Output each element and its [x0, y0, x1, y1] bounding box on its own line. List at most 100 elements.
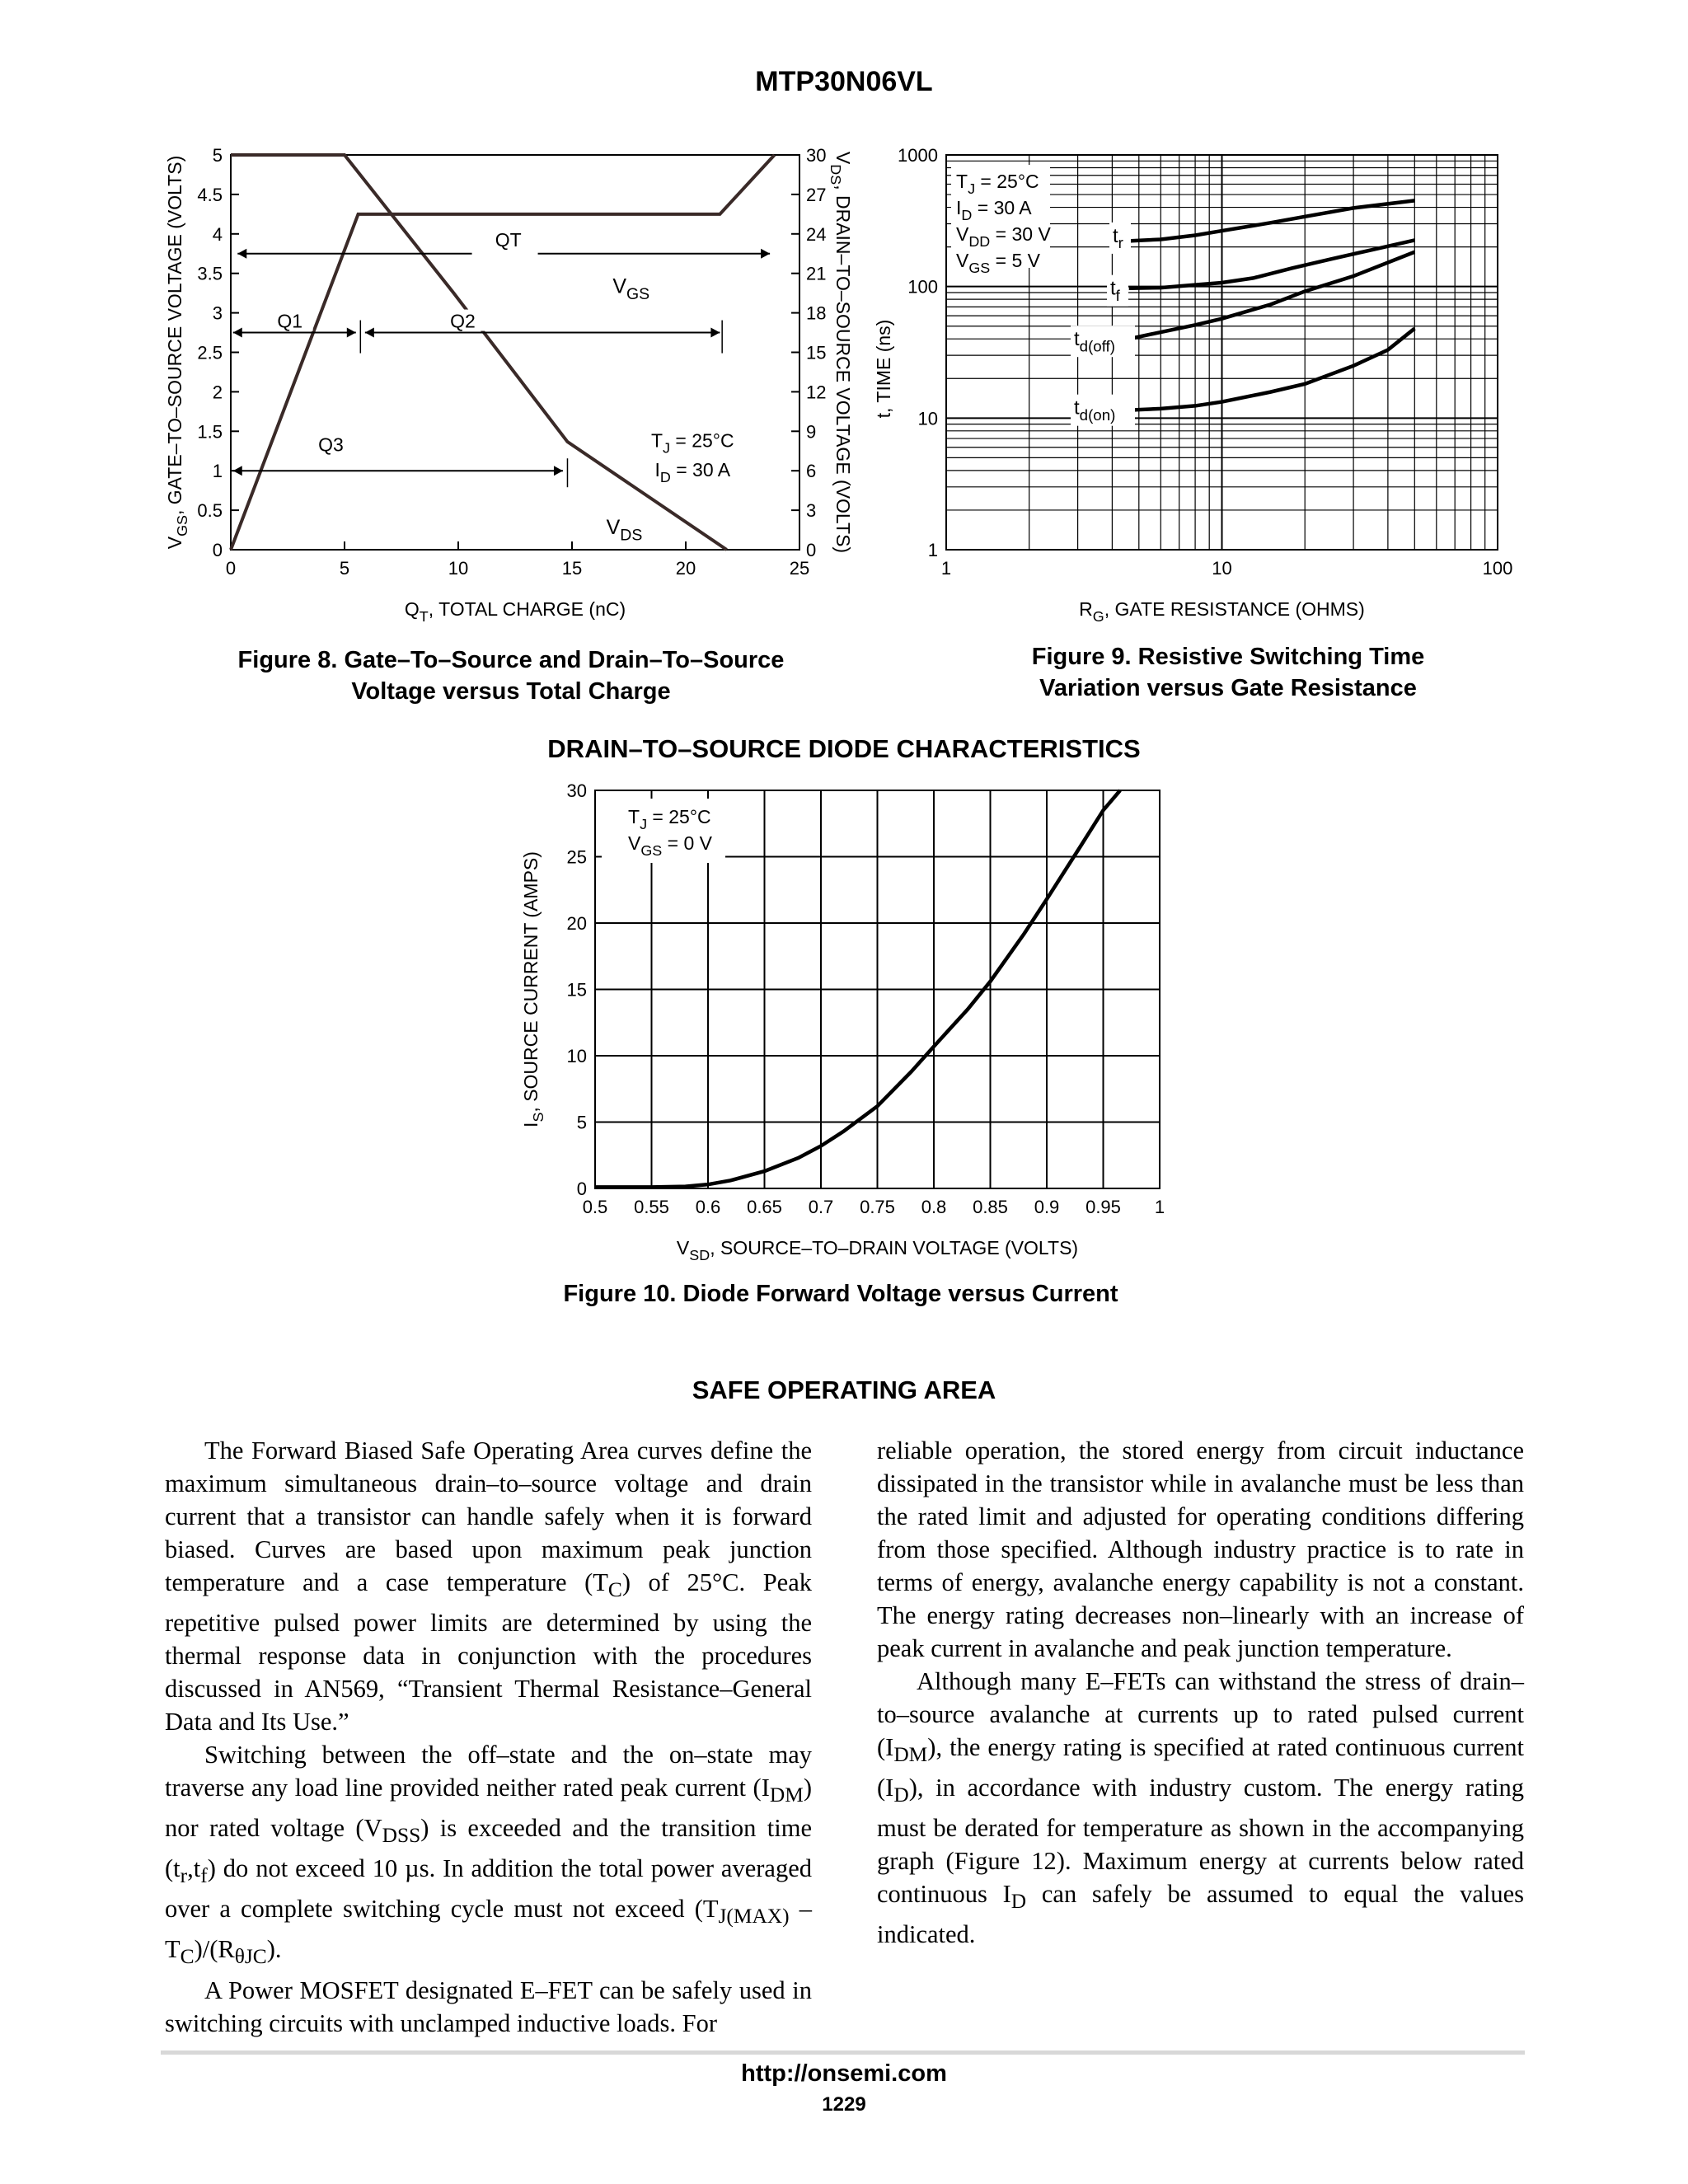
fig8-y-tick-label: 4.5: [197, 185, 223, 205]
fig8-y2-tick-label: 15: [806, 343, 826, 363]
fig8-qt-arrow-right: [761, 248, 771, 259]
fig8-qt-label-bg: [471, 238, 538, 265]
fig8-y2-tick-label: 27: [806, 185, 826, 205]
fig9-condition-vgs: VGS = 5 V: [956, 250, 1041, 276]
fig9-condition-id: ID = 30 A: [956, 197, 1032, 223]
fig10-x-tick-label: 0.65: [747, 1197, 782, 1217]
fig10-y-tick-label: 15: [567, 980, 587, 1001]
fig8-x-tick-label: 25: [790, 558, 809, 579]
fig8-y2-tick-label: 18: [806, 303, 826, 324]
fig9-condition-vdd: VDD = 30 V: [956, 223, 1051, 250]
soa-left-paragraph-2: Switching between the off–state and the …: [165, 1741, 813, 1969]
soa-right-column: reliable operation, the stored energy fr…: [877, 1434, 1524, 1951]
fig8-y-tick-label: 1: [213, 461, 223, 481]
fig8-y2-tick-label: 30: [806, 145, 826, 166]
fig10-plot-frame: [594, 790, 1160, 1189]
fig8-condition-id: ID = 30 A: [654, 459, 730, 485]
fig10-x-tick-label: 0.75: [860, 1197, 895, 1217]
fig8-q1-label: Q1: [277, 311, 302, 332]
fig8-y-tick-label: 0.5: [197, 500, 223, 521]
fig10-y-tick-label: 25: [567, 847, 587, 868]
figure-9-caption: Figure 9. Resistive Switching Time Varia…: [948, 641, 1508, 704]
figure-8-caption: Figure 8. Gate–To–Source and Drain–To–So…: [190, 644, 832, 707]
fig8-y2-tick-label: 3: [806, 500, 816, 521]
fig10-x-tick-label: 0.9: [1034, 1197, 1060, 1217]
fig9-x-tick-label: 100: [1483, 558, 1513, 579]
figure-10: 0.5 0.55 0.6 0.65 0.7 0.75 0.8 0.85 0.9 0.95 1 0 5 10…: [520, 780, 1165, 1263]
fig8-y2-tick-label: 12: [806, 382, 826, 402]
fig9-x-tick-label: 1: [941, 558, 951, 579]
fig8-vds-label: VDS: [607, 516, 643, 545]
fig10-y-tick-label: 5: [577, 1113, 587, 1133]
fig9-series-tdoff: [1128, 250, 1416, 341]
fig8-condition-tj: TJ = 25°C: [651, 429, 734, 456]
soa-left-column: The Forward Biased Safe Operating Area c…: [165, 1434, 812, 2040]
fig9-y-tick-label: 10: [918, 408, 938, 429]
fig8-y-tick-label: 4: [213, 224, 223, 245]
fig8-y2-tick-label: 24: [806, 224, 826, 245]
fig10-condition-box: [602, 799, 725, 863]
fig8-x-tick-label: 20: [676, 558, 696, 579]
figure-10-caption: Figure 10. Diode Forward Voltage versus …: [563, 1281, 1118, 1307]
figure-9-caption-line2: Variation versus Gate Resistance: [1039, 675, 1417, 701]
soa-right-paragraph-1: reliable operation, the stored energy fr…: [877, 1436, 1524, 1662]
fig8-q2-arrow-right: [710, 327, 720, 338]
fig9-x-axis-label: RG, GATE RESISTANCE (OHMS): [1079, 598, 1365, 625]
fig8-qt-arrow-left: [237, 248, 247, 259]
figure-8-caption-line2: Voltage versus Total Charge: [351, 678, 671, 705]
fig10-y-axis-label: IS, SOURCE CURRENT (AMPS): [520, 851, 546, 1127]
fig8-q1-arrow-left: [232, 327, 242, 338]
fig8-y-tick-label: 3.5: [197, 264, 223, 284]
fig8-y-tick-label: 5: [213, 145, 223, 166]
footer-url-link[interactable]: http://onsemi.com: [741, 2060, 947, 2087]
page-title: MTP30N06VL: [755, 66, 933, 97]
soa-section-title: SAFE OPERATING AREA: [692, 1376, 996, 1404]
fig9-series-tdon: [1128, 326, 1416, 412]
fig9-y-tick-label: 100: [907, 277, 938, 298]
figure-9: 1 10 100 1 10 100 1000 TJ = 25°C ID = 30 A VDD = …: [0, 0, 1688, 659]
fig8-q3-arrow-right: [553, 466, 563, 476]
fig8-y2-axis-label: VDS, DRAIN–TO–SOURCE VOLTAGE (VOLTS): [828, 152, 854, 553]
fig8-q2-label: Q2: [450, 311, 476, 332]
fig8-y-tick-label: 3: [213, 303, 223, 324]
fig10-x-tick-label: 0.8: [921, 1197, 947, 1217]
fig9-label-tdoff: td(off): [1074, 328, 1115, 354]
figure-8-chart: 0 5 10 15 20 2500.511.522.533.544.55036912151…: [164, 145, 854, 625]
footer-divider: [161, 2050, 1525, 2055]
fig8-x-axis-label: QT, TOTAL CHARGE (nC): [405, 598, 626, 625]
fig10-x-tick-label: 0.55: [634, 1197, 669, 1217]
fig8-q1-label-bg: [271, 309, 313, 331]
fig9-x-tick-label: 10: [1212, 558, 1231, 579]
fig9-y-tick-label: 1000: [898, 145, 938, 166]
fig8-y-tick-label: 0: [213, 540, 223, 560]
soa-left-paragraph-3: A Power MOSFET designated E–FET can be s…: [165, 1975, 812, 2037]
fig8-q1-arrow-right: [346, 327, 356, 338]
fig9-series-tr: [1128, 199, 1415, 243]
fig9-label-tr: tr: [1113, 225, 1123, 251]
fig8-q2-arrow-left: [364, 327, 374, 338]
fig10-y-tick-label: 20: [567, 913, 587, 934]
figure-10-chart: 0.5 0.55 0.6 0.65 0.7 0.75 0.8 0.85 0.9 0.95 10510…: [520, 780, 1165, 1263]
fig8-y-tick-label: 2.5: [197, 343, 223, 363]
fig8-x-tick-label: 0: [226, 558, 236, 579]
fig8-x-tick-label: 10: [448, 558, 468, 579]
fig10-y-tick-label: 10: [567, 1046, 587, 1066]
figure-8: 0 5 10 15 20 25 0 0.5 1 1.5 2 2.5 3 3.5 4 4.5 5 0 3 6 9 12 15 1…: [0, 0, 1688, 659]
figure-8-caption-line1: Figure 8. Gate–To–Source and Drain–To–So…: [237, 647, 785, 673]
fig8-y2-tick-label: 6: [806, 461, 816, 481]
fig10-y-tick-label: 0: [577, 1179, 587, 1199]
fig8-y-tick-label: 1.5: [197, 421, 223, 442]
fig9-label-tdon: td(on): [1074, 397, 1115, 424]
diode-section-title: DRAIN–TO–SOURCE DIODE CHARACTERISTICS: [547, 734, 1141, 763]
fig9-label-tf: tf: [1110, 278, 1121, 304]
fig10-x-tick-label: 0.5: [583, 1197, 608, 1217]
fig10-x-tick-label: 0.95: [1085, 1197, 1121, 1217]
fig9-plot-frame: [945, 154, 1498, 551]
fig9-series-tf: [1128, 238, 1415, 291]
footer-page-number: 1229: [822, 2093, 866, 2116]
fig10-x-tick-label: 0.7: [809, 1197, 834, 1217]
figure-9-caption-line1: Figure 9. Resistive Switching Time: [1031, 644, 1425, 670]
fig8-y-axis-label: VGS, GATE–TO–SOURCE VOLTAGE (VOLTS): [164, 156, 190, 550]
fig10-x-tick-label: 1: [1155, 1197, 1165, 1217]
